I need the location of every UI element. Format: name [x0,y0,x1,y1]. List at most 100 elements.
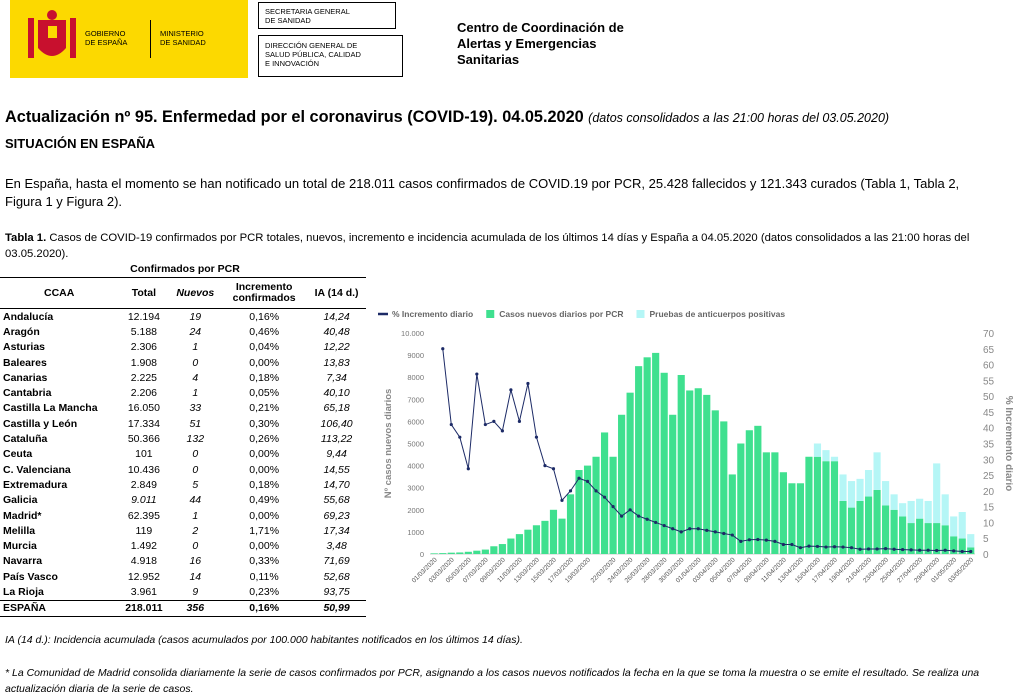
cell: 44 [189,494,202,507]
bar [490,546,498,554]
cell: 0,00% [249,448,280,461]
cell: Cataluña [3,433,48,446]
line-point [688,527,692,531]
line-point [866,547,871,551]
bar [600,432,609,554]
text: Sanitarias [457,52,520,67]
line-point [841,545,845,549]
bar [950,536,958,554]
cell: 1 [192,387,199,400]
cell: Castilla La Mancha [3,402,98,415]
table-row: Baleares 1.908 0 0,00% 13,83 [0,355,366,370]
bar [890,494,898,510]
column-header: Total [118,277,170,309]
bar [549,509,558,554]
y-axis-title: Nº casos nuevos diarios [383,389,394,499]
bar [796,483,805,554]
bar [899,503,907,517]
line-point [696,527,700,531]
bar [788,483,796,554]
text: DE SANIDAD [160,38,206,47]
cell: Murcia [3,540,37,553]
text: DIRECCIÓN GENERAL DE [265,41,358,50]
line-point [449,422,453,427]
cell: 0,49% [249,494,280,507]
box1: SECRETARIA GENERAL DE SANIDAD [258,2,396,29]
line-point [901,547,905,552]
y-tick-label: 5000 [407,440,424,449]
table-row: Ceuta 101 0 0,00% 9,44 [0,447,366,462]
y2-tick-label: 15 [983,503,995,514]
cell: País Vasco [3,570,58,583]
table-row: Asturias 2.306 1 0,04% 12,22 [0,340,366,355]
bar [899,516,907,554]
line-point [611,505,615,509]
table-row: Galicia 9.011 44 0,49% 55,68 [0,493,366,508]
bar [847,481,856,508]
cell: 93,75 [323,585,350,598]
bar [430,553,438,554]
cell: 5 [192,478,199,491]
bar [941,525,949,554]
bar [779,472,787,554]
bar [447,552,455,554]
cell: 0 [192,540,199,553]
group-header: Confirmados por PCR [130,263,240,275]
cell: Castilla y León [3,417,78,430]
cell: 101 [135,448,153,461]
cell: Asturias [3,341,46,354]
cell: 1 [192,509,199,522]
bar [864,470,873,497]
line-point [560,498,564,502]
bar [873,452,881,490]
bar [694,388,702,554]
bar [933,523,941,554]
bar [660,372,668,554]
text: E INNOVACIÓN [265,59,320,68]
table-row: La Rioja 3.961 9 0,23% 93,75 [0,584,366,600]
y-tick-label: 8000 [407,373,424,382]
bar [822,461,830,554]
y2-tick-label: 10 [983,518,995,529]
cell: 14,55 [323,463,350,476]
cell: 106,40 [320,417,353,430]
cell: 0,00% [249,356,280,369]
cell: 9,44 [326,448,347,461]
line-point [500,429,504,433]
bar [864,496,873,554]
bar [813,443,822,457]
cell: 16.050 [127,402,160,415]
table-row: Castilla y León 17.334 51 0,30% 106,40 [0,416,366,431]
bar [635,366,643,554]
line-point [466,467,470,471]
text: SECRETARIA GENERAL [265,7,350,16]
y2-tick-label: 20 [983,487,995,498]
bar [813,456,822,554]
cell: Melilla [3,524,36,537]
cell: 0,04% [249,341,280,354]
cell: 71,69 [323,555,350,568]
cell: 0,00% [249,509,280,522]
cell: Canarias [3,371,48,384]
y2-tick-label: 25 [983,471,995,482]
line-point [662,523,666,528]
bar [711,410,719,554]
bar [618,414,626,554]
bar [498,544,506,554]
cell: Cantabria [3,387,52,400]
cell: 0,11% [249,570,279,583]
y-tick-label: 10.000 [401,329,424,338]
line-point [628,508,632,512]
bar [720,421,728,554]
table-row: Murcia 1.492 0 0,00% 3,48 [0,538,366,553]
line-point [926,548,930,552]
subtitle: SITUACIÓN EN ESPAÑA [5,136,155,151]
cell: 356 [169,599,222,617]
line-point [935,548,939,553]
line-point [526,381,530,386]
bar [958,538,966,554]
caption-label: Tabla 1. [5,232,47,244]
cell: 12,22 [323,341,350,354]
bar [890,509,898,554]
text: MINISTERIO [160,29,204,38]
